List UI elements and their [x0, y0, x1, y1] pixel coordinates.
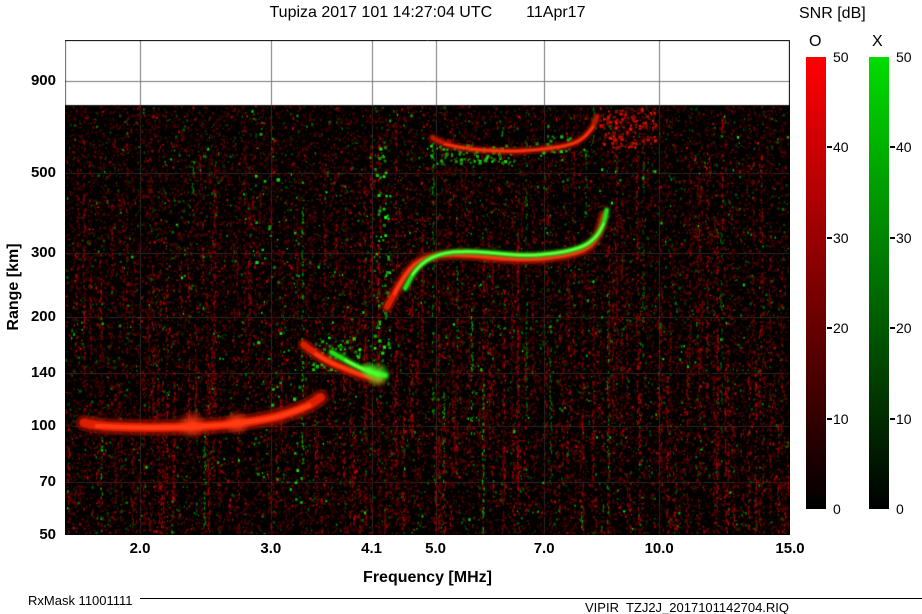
file-label: VIPIR TZJ2J_2017101142704.RIQ: [585, 600, 790, 614]
colorbar-o-gradient: [806, 57, 826, 509]
colorbar-o-label: O: [809, 33, 822, 50]
y-tick-label: 500: [30, 163, 56, 181]
colorbar-tick-mark: [890, 417, 895, 420]
colorbar-tick-label: 10: [833, 410, 849, 427]
x-tick-label: 5.0: [425, 540, 447, 557]
footer-divider: [140, 598, 922, 599]
plot-header: Tupiza 2017 101 14:27:04 UTC 11Apr17: [65, 4, 790, 22]
colorbar-x: X 50 40 30 20 10 0: [869, 0, 922, 560]
colorbar-tick-label: 20: [896, 320, 912, 337]
y-tick-label: 140: [30, 364, 56, 382]
colorbar-tick-mark: [827, 236, 832, 239]
x-tick-label: 7.0: [533, 540, 555, 557]
colorbar-tick-label: 50: [833, 49, 849, 65]
y-tick-label: 50: [39, 526, 56, 543]
x-tick-label: 15.0: [775, 540, 805, 557]
colorbar-tick-label: 50: [896, 49, 912, 65]
colorbar-tick-mark: [890, 146, 895, 149]
colorbar-tick-label: 40: [896, 139, 912, 156]
x-tick-label: 3.0: [260, 540, 282, 557]
colorbar-tick-label: 0: [896, 501, 904, 517]
y-tick-label: 100: [30, 417, 56, 435]
colorbar-tick-mark: [827, 417, 832, 420]
rxmask-label: RxMask 11001111: [28, 593, 133, 608]
x-tick-label: 10.0: [644, 540, 674, 557]
plot-title: Tupiza 2017 101 14:27:04 UTC: [269, 4, 493, 21]
colorbar-title: SNR [dB]: [799, 5, 866, 22]
colorbar-x-gradient: [869, 57, 889, 509]
y-tick-label: 70: [39, 473, 56, 491]
colorbar-tick-mark: [890, 327, 895, 330]
colorbar-tick-mark: [827, 146, 832, 149]
y-tick-label: 200: [30, 308, 56, 326]
colorbar-tick-mark: [827, 327, 832, 330]
colorbar-tick-label: 30: [833, 229, 849, 246]
colorbar-tick-label: 0: [833, 501, 841, 517]
y-tick-label: 300: [30, 244, 56, 262]
ionogram-canvas: [65, 40, 790, 535]
colorbar-tick-label: 10: [896, 410, 912, 427]
x-tick-label: 2.0: [129, 540, 151, 557]
x-tick-label: 4.1: [361, 540, 382, 557]
colorbar-tick-label: 30: [896, 229, 912, 246]
plot-date: 11Apr17: [526, 4, 586, 21]
y-tick-label: 900: [30, 71, 56, 89]
colorbar-o: O 50 40 30 20 10 0: [806, 0, 866, 560]
colorbar-x-label: X: [872, 33, 883, 50]
colorbar-tick-label: 40: [833, 139, 849, 156]
colorbar-tick-label: 20: [833, 320, 849, 337]
colorbar-tick-mark: [890, 236, 895, 239]
x-axis-label: Frequency [MHz]: [363, 569, 492, 586]
